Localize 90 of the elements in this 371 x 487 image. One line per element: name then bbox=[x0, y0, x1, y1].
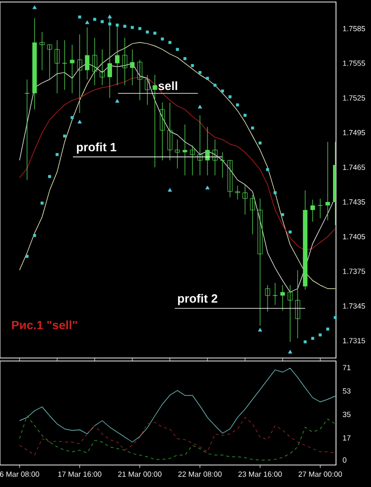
point bbox=[123, 24, 126, 28]
point bbox=[334, 316, 337, 320]
candlestick bbox=[228, 160, 233, 198]
ref-line-label: sell bbox=[158, 81, 178, 90]
point bbox=[56, 153, 59, 156]
point bbox=[281, 213, 284, 216]
point bbox=[26, 254, 29, 258]
point bbox=[146, 30, 149, 34]
point bbox=[108, 22, 112, 26]
point bbox=[244, 114, 247, 117]
candlestick bbox=[54, 40, 60, 94]
candlestick bbox=[70, 44, 74, 94]
candlestick bbox=[137, 59, 142, 101]
candlestick bbox=[235, 185, 240, 200]
point bbox=[48, 175, 52, 178]
candlestick bbox=[318, 198, 323, 218]
point bbox=[153, 32, 156, 35]
point bbox=[206, 76, 209, 80]
candlestick bbox=[144, 74, 150, 106]
point bbox=[116, 24, 119, 27]
point bbox=[288, 350, 292, 354]
candlestick bbox=[310, 199, 315, 222]
candlestick bbox=[205, 126, 210, 176]
line-series bbox=[19, 76, 336, 251]
point bbox=[63, 134, 66, 138]
candlestick bbox=[190, 145, 195, 176]
candlestick bbox=[242, 184, 248, 215]
candlestick bbox=[92, 38, 98, 86]
point bbox=[326, 328, 330, 331]
point bbox=[85, 20, 90, 24]
candlestick bbox=[77, 34, 82, 114]
candlestick bbox=[280, 284, 285, 311]
candlestick bbox=[122, 38, 128, 86]
point bbox=[304, 340, 307, 344]
candlestick bbox=[174, 139, 180, 169]
candlestick bbox=[295, 270, 300, 339]
point bbox=[93, 18, 96, 21]
point bbox=[236, 103, 240, 106]
point bbox=[168, 188, 172, 192]
candlestick bbox=[100, 49, 105, 86]
point bbox=[213, 84, 216, 87]
point bbox=[205, 186, 210, 190]
candlestick bbox=[47, 44, 52, 80]
candlestick bbox=[272, 282, 278, 306]
candlestick bbox=[265, 284, 270, 312]
candlestick bbox=[288, 284, 293, 342]
candlestick bbox=[325, 142, 330, 221]
point bbox=[130, 26, 134, 29]
point bbox=[183, 57, 186, 60]
point bbox=[258, 142, 262, 145]
point bbox=[251, 126, 254, 130]
candlestick bbox=[40, 32, 45, 70]
candlestick bbox=[130, 49, 135, 86]
point bbox=[108, 14, 112, 18]
point bbox=[198, 71, 202, 74]
point bbox=[78, 16, 82, 19]
point bbox=[198, 104, 202, 108]
point bbox=[168, 40, 172, 44]
point bbox=[70, 116, 74, 120]
candlestick bbox=[182, 124, 188, 176]
point bbox=[138, 27, 142, 30]
candlestick bbox=[258, 198, 263, 326]
point bbox=[78, 120, 82, 124]
candlestick bbox=[250, 194, 256, 235]
candlestick bbox=[160, 102, 165, 161]
point bbox=[176, 48, 179, 51]
point bbox=[266, 168, 270, 172]
candlestick bbox=[197, 114, 202, 176]
point bbox=[274, 191, 277, 194]
candlestick bbox=[84, 27, 90, 80]
point bbox=[33, 234, 36, 237]
candlestick bbox=[115, 26, 120, 86]
point bbox=[115, 99, 120, 103]
point bbox=[160, 37, 164, 40]
point bbox=[40, 202, 44, 205]
point bbox=[258, 328, 262, 332]
point bbox=[221, 90, 224, 92]
candlestick bbox=[152, 74, 158, 168]
point bbox=[311, 336, 314, 340]
ref-line-label: profit 2 bbox=[178, 294, 218, 306]
point bbox=[288, 230, 292, 234]
candlestick bbox=[167, 102, 172, 161]
point bbox=[190, 64, 194, 68]
point bbox=[100, 20, 104, 24]
candlestick bbox=[212, 139, 218, 176]
point bbox=[318, 333, 322, 336]
annotation: Рис.1 "sell" bbox=[12, 320, 78, 330]
point bbox=[228, 95, 232, 98]
ref-line-label: profit 1 bbox=[76, 142, 116, 154]
point bbox=[32, 5, 37, 10]
